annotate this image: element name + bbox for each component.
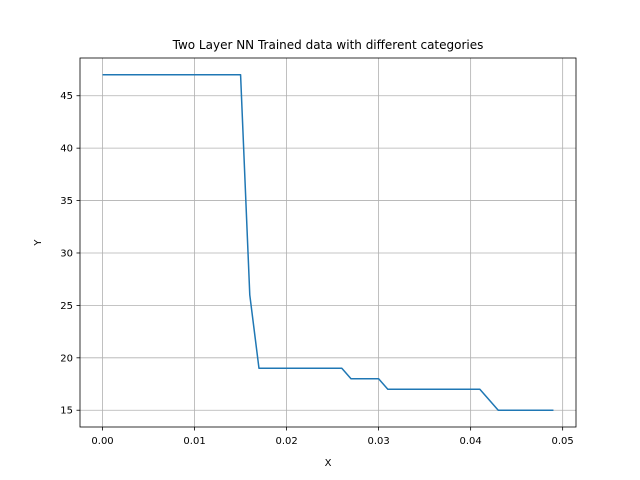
- series-line: [102, 74, 554, 411]
- x-tick-label: 0.01: [183, 436, 205, 447]
- x-tick-label: 0.03: [367, 436, 389, 447]
- y-tick-label: 45: [60, 91, 73, 102]
- y-tick-label: 35: [60, 196, 73, 207]
- grid: [80, 58, 576, 427]
- y-tick-label: 15: [60, 406, 73, 417]
- x-tick-label: 0.02: [275, 436, 297, 447]
- y-axis-ticks: 15 20 25 30 35 40 45: [60, 91, 80, 417]
- plot-frame: [79, 57, 577, 428]
- x-tick-label: 0.00: [91, 436, 113, 447]
- x-axis-label: X: [325, 458, 332, 469]
- y-tick-label: 20: [60, 353, 73, 364]
- x-tick-label: 0.05: [552, 436, 574, 447]
- y-axis-label: Y: [33, 239, 44, 247]
- y-tick-label: 25: [60, 301, 73, 312]
- y-tick-label: 30: [60, 248, 73, 259]
- y-tick-label: 40: [60, 144, 73, 155]
- x-tick-label: 0.04: [460, 436, 482, 447]
- x-axis-ticks: 0.00 0.01 0.02 0.03 0.04 0.05: [91, 427, 574, 447]
- series-layer: [102, 74, 554, 411]
- chart-title: Two Layer NN Trained data with different…: [172, 38, 484, 52]
